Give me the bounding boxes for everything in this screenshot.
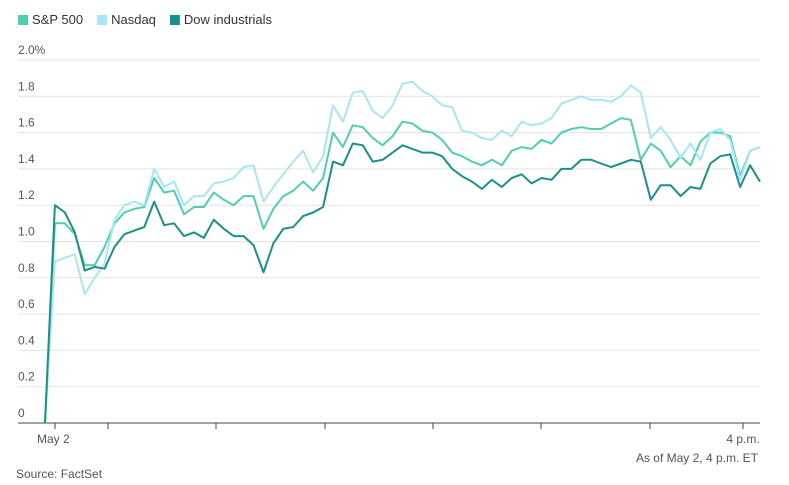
line-series — [44, 117, 761, 424]
y-tick-label: 0 — [18, 406, 25, 420]
y-tick-label: 1.6 — [18, 116, 35, 130]
y-tick-label: 0.2 — [18, 370, 35, 384]
x-tick-label: 4 p.m. — [726, 432, 759, 446]
legend-label: Nasdaq — [111, 12, 156, 27]
legend-swatch — [97, 15, 108, 25]
note: As of May 2, 4 p.m. ET — [636, 451, 759, 465]
y-tick-label: 0.4 — [18, 333, 35, 347]
line-series — [44, 80, 761, 424]
y-tick-label: 0.6 — [18, 297, 35, 311]
legend-label: S&P 500 — [32, 12, 83, 27]
y-tick-label: 1.8 — [18, 79, 35, 93]
y-tick-label: 2.0% — [18, 43, 46, 57]
x-ticks — [54, 423, 744, 429]
legend-label: Dow industrials — [184, 12, 273, 27]
x-tick-label: May 2 — [37, 432, 70, 446]
y-tick-label: 1.4 — [18, 152, 35, 166]
legend-swatch — [18, 15, 28, 25]
source: Source: FactSet — [16, 467, 103, 481]
y-tick-label: 0.8 — [18, 261, 35, 275]
legend-swatch — [169, 15, 180, 25]
line-series — [44, 142, 761, 424]
y-tick-label: 1.0 — [18, 225, 35, 239]
y-tick-label: 1.2 — [18, 188, 35, 202]
